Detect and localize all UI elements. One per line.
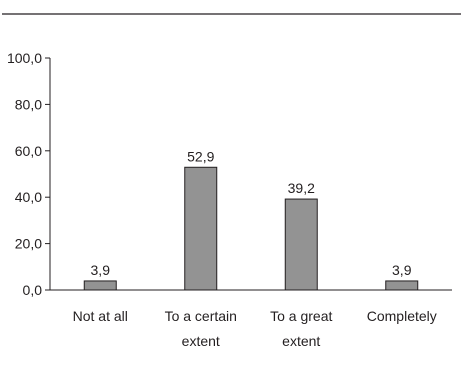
bars xyxy=(83,166,419,291)
x-tick-label: Completely xyxy=(367,308,437,324)
y-tick-label: 100,0 xyxy=(7,50,42,66)
y-tick-label: 20,0 xyxy=(15,236,42,252)
y-tick-label: 60,0 xyxy=(15,143,42,159)
y-tick-label: 40,0 xyxy=(15,189,42,205)
x-tick-label: Not at all xyxy=(73,308,128,324)
bar xyxy=(385,280,419,291)
y-tick-label: 80,0 xyxy=(15,96,42,112)
data-label: 39,2 xyxy=(288,180,315,196)
y-axis: 0,0 20,0 40,0 60,0 80,0 100,0 xyxy=(7,50,51,298)
x-axis: Not at all To a certain extent To a great ex… xyxy=(50,289,452,349)
bar xyxy=(83,280,117,291)
data-label: 52,9 xyxy=(187,148,214,164)
x-tick-label: To a certain extent xyxy=(165,308,237,349)
bar xyxy=(184,166,218,291)
y-tick-label: 0,0 xyxy=(23,282,43,298)
value-labels: 3,9 52,9 39,2 3,9 xyxy=(91,148,412,278)
bar xyxy=(284,198,318,291)
data-label: 3,9 xyxy=(91,262,111,278)
x-tick-label: To a great extent xyxy=(270,308,332,349)
data-label: 3,9 xyxy=(392,262,412,278)
